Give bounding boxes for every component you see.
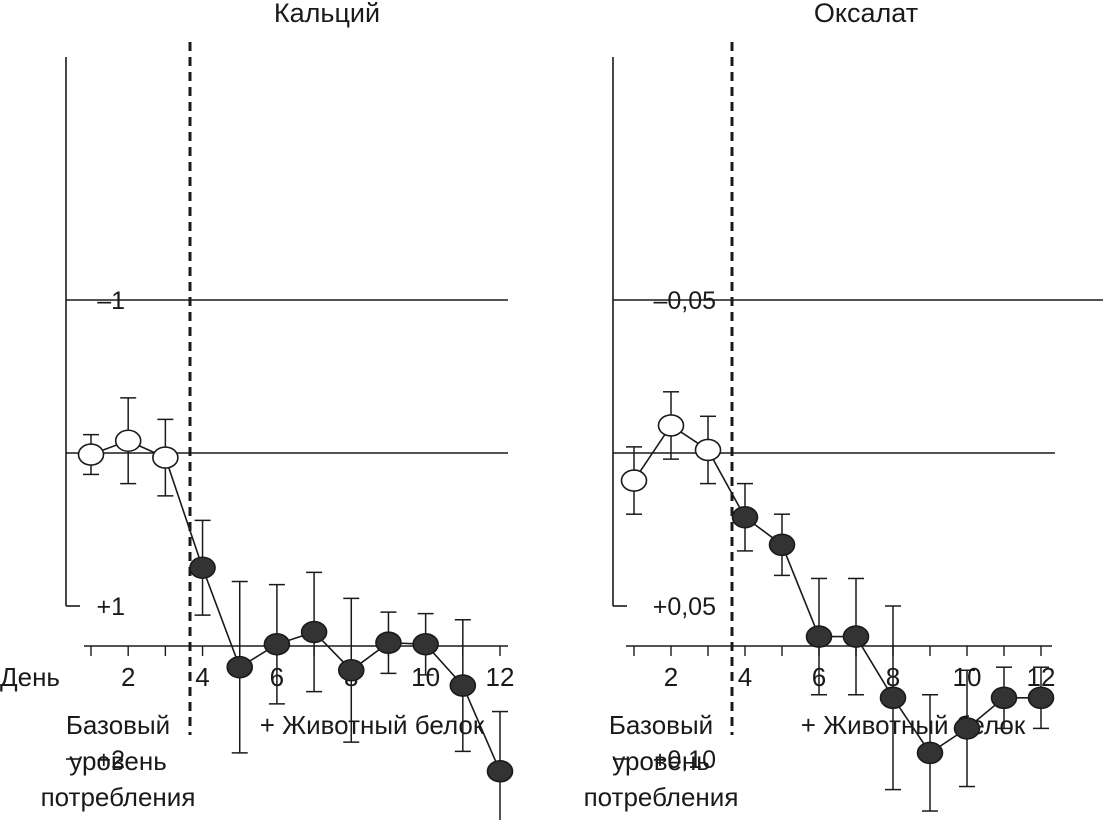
protein-point: [842, 625, 870, 648]
phase-baseline-caption-line: Базовый: [66, 710, 170, 740]
protein-point: [805, 625, 833, 648]
protein-point: [189, 556, 216, 580]
y-tick-label: +2: [96, 746, 125, 774]
phase-baseline-caption-line: уровень: [69, 746, 167, 776]
baseline-point: [152, 446, 179, 469]
series-line: [633, 424, 1041, 754]
protein-point: [375, 631, 402, 655]
protein-point: [990, 686, 1018, 710]
x-tick-label: 12: [486, 662, 515, 692]
protein-point: [263, 632, 291, 656]
phase-protein-caption: + Животный белок: [260, 710, 485, 740]
chart-title: Оксалат: [814, 0, 918, 28]
phase-protein-caption: + Животный белок: [801, 710, 1026, 740]
x-tick-label: 4: [195, 662, 209, 692]
y-tick-label: –1: [97, 287, 125, 315]
x-tick-label: 4: [738, 662, 752, 692]
phase-baseline-caption-line: потребления: [41, 782, 196, 812]
y-tick-label: +1: [96, 593, 125, 621]
baseline-point: [694, 438, 722, 462]
phase-baseline-caption: Базовый уровень потребления: [41, 710, 196, 812]
x-axis-label: День: [0, 662, 60, 692]
chart-title: Кальций: [274, 0, 380, 28]
protein-point: [731, 505, 759, 529]
phase-baseline-caption-line: уровень: [612, 746, 710, 776]
x-tick-label: 2: [664, 662, 678, 692]
protein-point: [879, 686, 907, 710]
protein-point: [1027, 686, 1055, 710]
phase-baseline-caption-line: потребления: [584, 782, 739, 812]
protein-point: [449, 674, 477, 697]
protein-point: [768, 533, 796, 557]
protein-point: [337, 658, 365, 682]
y-tick-label: +0,10: [653, 746, 716, 774]
phase-baseline-caption: Базовый уровень потребления: [584, 710, 739, 812]
protein-point: [953, 717, 981, 740]
phase-baseline-caption-line: Базовый: [609, 710, 713, 740]
protein-point: [486, 759, 514, 783]
y-tick-label: +0,05: [653, 593, 716, 621]
baseline-point: [620, 469, 648, 492]
protein-point: [412, 632, 439, 656]
baseline-point: [77, 443, 105, 466]
protein-point: [226, 655, 254, 679]
baseline-point: [114, 429, 142, 453]
calcium-panel: Кальций+2+1–124681012Базовыйуровеньпотре…: [41, 0, 515, 820]
y-tick-label: –0,05: [653, 287, 716, 315]
x-tick-label: 2: [121, 662, 135, 692]
protein-point: [300, 620, 328, 644]
baseline-point: [657, 414, 685, 437]
protein-point: [916, 741, 944, 765]
